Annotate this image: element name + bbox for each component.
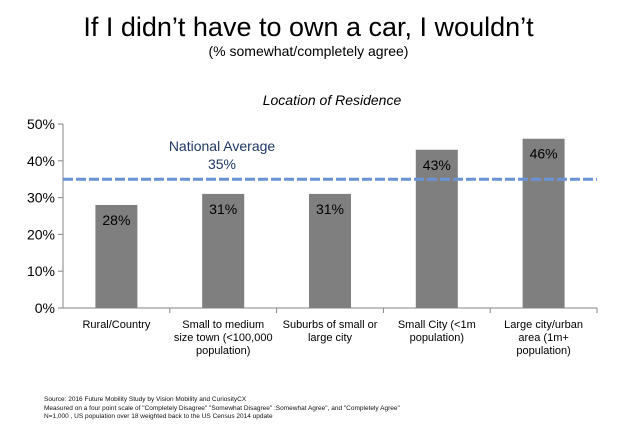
footnotes: Source: 2016 Future Mobility Study by Vi…: [44, 396, 400, 422]
page-title: If I didn’t have to own a car, I wouldn’…: [83, 12, 534, 42]
national-average-label: National Average: [169, 138, 276, 154]
bar-chart: Location of Residence 0% 10% 20% 30% 40% 50% Ru…: [27, 92, 598, 357]
page-subtitle: (% somewhat/completely agree): [208, 43, 409, 59]
bar: [202, 193, 245, 308]
footnote-scale: Measured on a four point scale of "Compl…: [44, 404, 400, 412]
x-tick-label: Large city/urban area (1m+ population): [504, 319, 583, 357]
y-tick-label: 20%: [27, 226, 55, 242]
bar: [522, 138, 565, 308]
bar: [95, 204, 138, 308]
national-average-value: 35%: [208, 156, 236, 172]
x-tick-label: Suburbs of small or large city: [283, 319, 378, 344]
data-label: 31%: [209, 201, 237, 217]
y-tick-label: 40%: [27, 153, 55, 169]
y-tick-label: 0%: [35, 300, 55, 316]
y-tick-label: 50%: [27, 116, 55, 132]
footnote-source: Source: 2016 Future Mobility Study by Vi…: [44, 396, 247, 403]
x-tick-label: Small City (<1m population): [398, 319, 476, 344]
y-tick-label: 10%: [27, 263, 55, 279]
data-label: 46%: [530, 146, 558, 162]
x-tick-label: Small to medium size town (<100,000 popula…: [174, 319, 273, 357]
chart-title: Location of Residence: [263, 92, 402, 108]
data-label: 43%: [423, 157, 451, 173]
footnote-sample: N=1,000 , US population over 18 weighted…: [44, 413, 273, 420]
y-tick-label: 30%: [27, 190, 55, 206]
data-label: 31%: [316, 201, 344, 217]
data-label: 28%: [102, 212, 130, 228]
x-tick-label: Rural/Country: [82, 319, 150, 331]
bar: [309, 193, 351, 308]
bar: [415, 149, 458, 308]
